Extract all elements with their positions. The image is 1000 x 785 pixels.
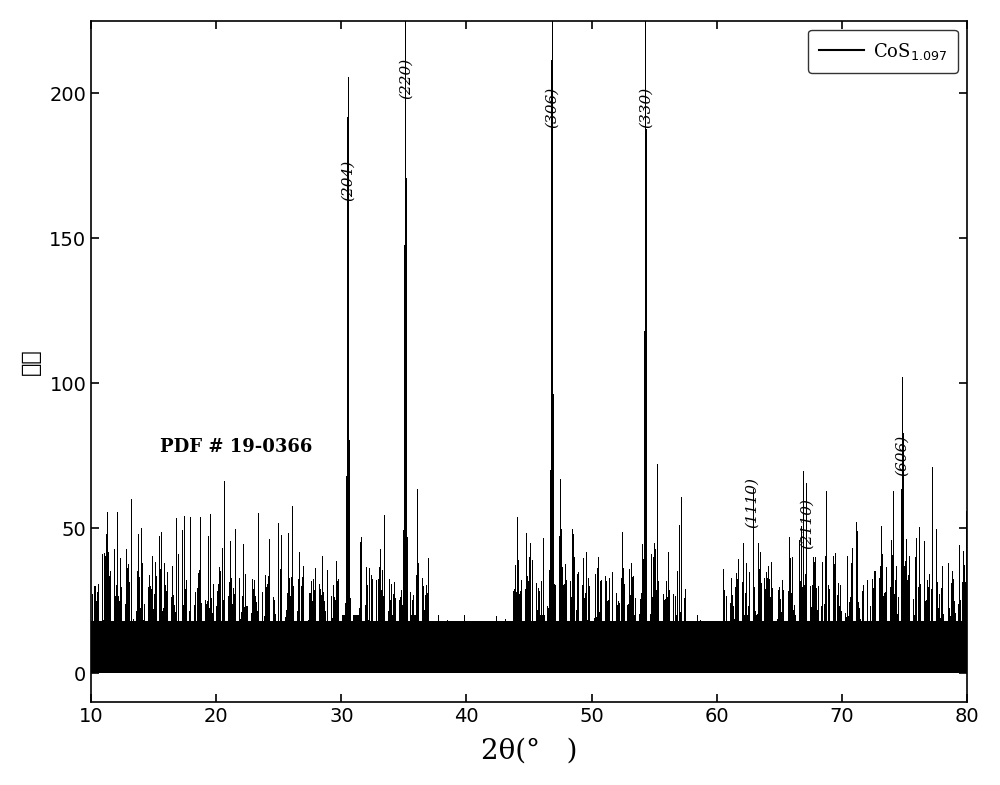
- X-axis label: 2θ(°   ): 2θ(° ): [481, 737, 577, 764]
- Text: (220): (220): [399, 58, 413, 99]
- Text: (306): (306): [545, 87, 559, 128]
- Text: PDF # 19-0366: PDF # 19-0366: [160, 438, 312, 456]
- Text: (1110): (1110): [745, 477, 759, 528]
- Legend: CoS$_{1.097}$: CoS$_{1.097}$: [808, 30, 958, 72]
- Text: (330): (330): [639, 87, 653, 128]
- Text: (606): (606): [895, 435, 909, 476]
- Text: (204): (204): [341, 159, 355, 201]
- Text: (2110): (2110): [800, 498, 814, 549]
- Y-axis label: 强度: 强度: [21, 348, 41, 375]
